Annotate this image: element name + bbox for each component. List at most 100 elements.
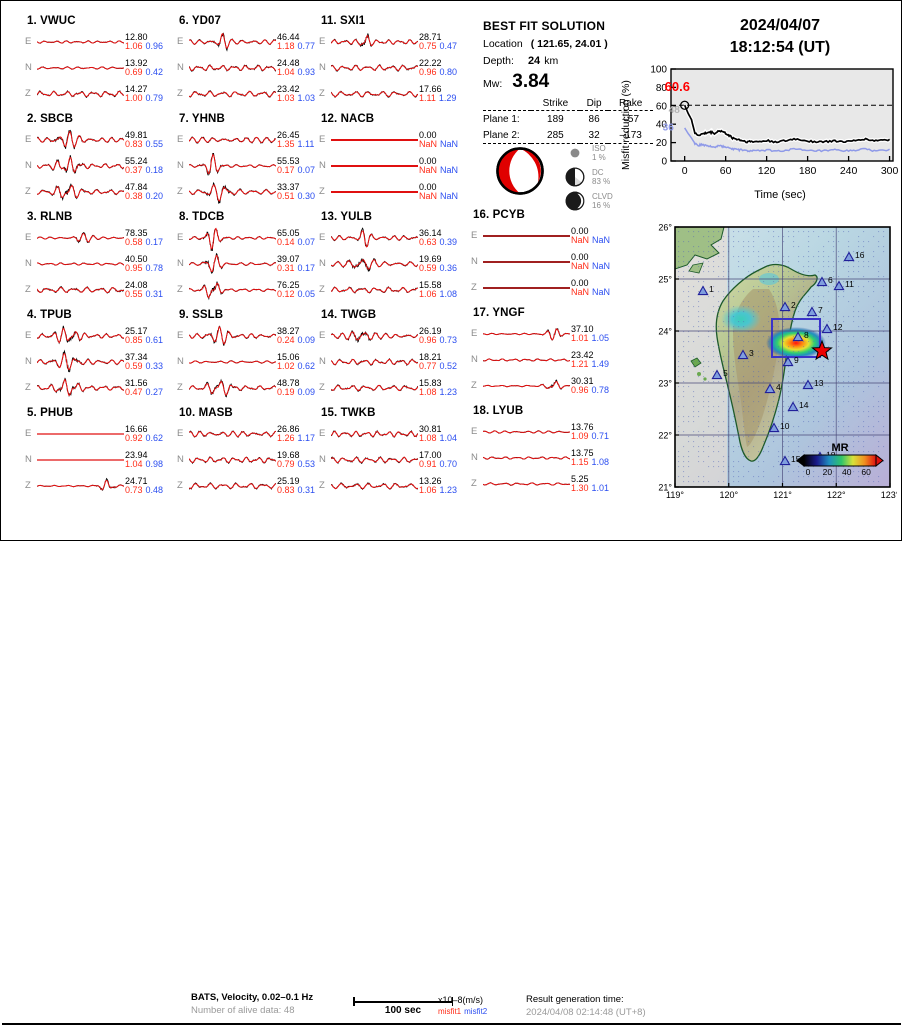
- grid-dot: [753, 411, 754, 412]
- misfit1-value: 1.04: [125, 459, 143, 469]
- grid-dot: [708, 401, 709, 402]
- generation-time-title: Result generation time:: [526, 994, 646, 1005]
- component-label: E: [319, 29, 331, 55]
- component-row: Z 14.27 1.00 0.79: [25, 81, 177, 107]
- grid-dot: [688, 371, 689, 372]
- grid-dot: [798, 261, 799, 262]
- grid-dot: [818, 366, 819, 367]
- grid-dot: [843, 411, 844, 412]
- component-label: Z: [319, 375, 331, 401]
- waveform-trace: [483, 275, 570, 301]
- grid-dot: [758, 256, 759, 257]
- grid-dot: [798, 381, 799, 382]
- station-marker[interactable]: [892, 315, 897, 323]
- grid-dot: [843, 396, 844, 397]
- grid-dot: [798, 451, 799, 452]
- grid-dot: [773, 311, 774, 312]
- grid-dot: [883, 316, 884, 317]
- grid-dot: [763, 351, 764, 352]
- waveform-trace: [189, 349, 276, 375]
- station-block: 14. TWGB E 26.19 0.96 0.73 N 18.21 0.77 0.52 Z 1…: [319, 309, 471, 401]
- grid-dot: [713, 351, 714, 352]
- station-block: 3. RLNB E 78.35 0.58 0.17 N 40.50 0.95 0.78 Z 24…: [25, 211, 177, 303]
- misfit1-value: NaN: [419, 165, 437, 175]
- component-values: 30.81 1.08 1.04: [419, 425, 471, 443]
- grid-dot: [683, 366, 684, 367]
- grid-dot: [808, 271, 809, 272]
- misfit2-value: NaN: [440, 165, 458, 175]
- grid-dot: [793, 376, 794, 377]
- grid-dot: [788, 411, 789, 412]
- grid-dot: [803, 346, 804, 347]
- misfit2-value: 1.05: [592, 333, 610, 343]
- component-row: Z 15.83 1.08 1.23: [319, 375, 471, 401]
- grid-dot: [733, 461, 734, 462]
- grid-dot: [718, 466, 719, 467]
- misfit1-label: misfit1: [438, 1007, 461, 1016]
- grid-dot: [853, 381, 854, 382]
- grid-dot: [778, 326, 779, 327]
- misfit2-value: 0.47: [440, 41, 458, 51]
- grid-dot: [823, 251, 824, 252]
- component-row: N 23.42 1.21 1.49: [471, 347, 623, 373]
- grid-dot: [848, 351, 849, 352]
- grid-dot: [878, 276, 879, 277]
- misfit-plot-background: [671, 69, 893, 161]
- grid-dot: [723, 401, 724, 402]
- component-values: 0.00 NaN NaN: [419, 183, 471, 201]
- misfit2-value: 0.09: [298, 387, 316, 397]
- grid-dot: [813, 351, 814, 352]
- grid-dot: [778, 426, 779, 427]
- grid-dot: [763, 421, 764, 422]
- grid-dot: [753, 421, 754, 422]
- misfit1-value: NaN: [419, 191, 437, 201]
- grid-dot: [683, 456, 684, 457]
- grid-dot: [688, 456, 689, 457]
- grid-dot: [818, 371, 819, 372]
- grid-dot: [723, 391, 724, 392]
- grid-dot: [843, 286, 844, 287]
- grid-dot: [878, 451, 879, 452]
- grid-dot: [858, 401, 859, 402]
- grid-dot: [818, 481, 819, 482]
- grid-dot: [813, 316, 814, 317]
- grid-dot: [723, 386, 724, 387]
- grid-dot: [793, 341, 794, 342]
- grid-dot: [788, 451, 789, 452]
- grid-dot: [783, 301, 784, 302]
- grid-dot: [838, 421, 839, 422]
- grid-dot: [793, 286, 794, 287]
- misfit2-value: 1.03: [298, 93, 316, 103]
- grid-dot: [708, 366, 709, 367]
- grid-dot: [858, 296, 859, 297]
- station-title: 4. TPUB: [27, 309, 177, 321]
- grid-dot: [843, 356, 844, 357]
- grid-dot: [688, 461, 689, 462]
- grid-dot: [763, 296, 764, 297]
- grid-dot: [748, 386, 749, 387]
- grid-dot: [753, 286, 754, 287]
- grid-dot: [713, 371, 714, 372]
- grid-dot: [738, 256, 739, 257]
- grid-dot: [743, 451, 744, 452]
- misfit2-value: 0.79: [146, 93, 164, 103]
- grid-dot: [678, 396, 679, 397]
- station-title: 6. YD07: [179, 15, 329, 27]
- component-row: Z 17.66 1.11 1.29: [319, 81, 471, 107]
- component-label: Z: [177, 179, 189, 205]
- grid-dot: [718, 306, 719, 307]
- grid-dot: [853, 436, 854, 437]
- station-number-label: 13: [814, 378, 824, 388]
- grid-dot: [793, 471, 794, 472]
- grid-dot: [833, 351, 834, 352]
- misfit2-value: 0.78: [146, 263, 164, 273]
- component-label: N: [177, 447, 189, 473]
- grid-dot: [858, 236, 859, 237]
- misfit2-value: 0.31: [146, 289, 164, 299]
- grid-dot: [758, 391, 759, 392]
- grid-dot: [838, 336, 839, 337]
- grid-dot: [873, 336, 874, 337]
- grid-dot: [708, 246, 709, 247]
- grid-dot: [703, 361, 704, 362]
- grid-dot: [788, 431, 789, 432]
